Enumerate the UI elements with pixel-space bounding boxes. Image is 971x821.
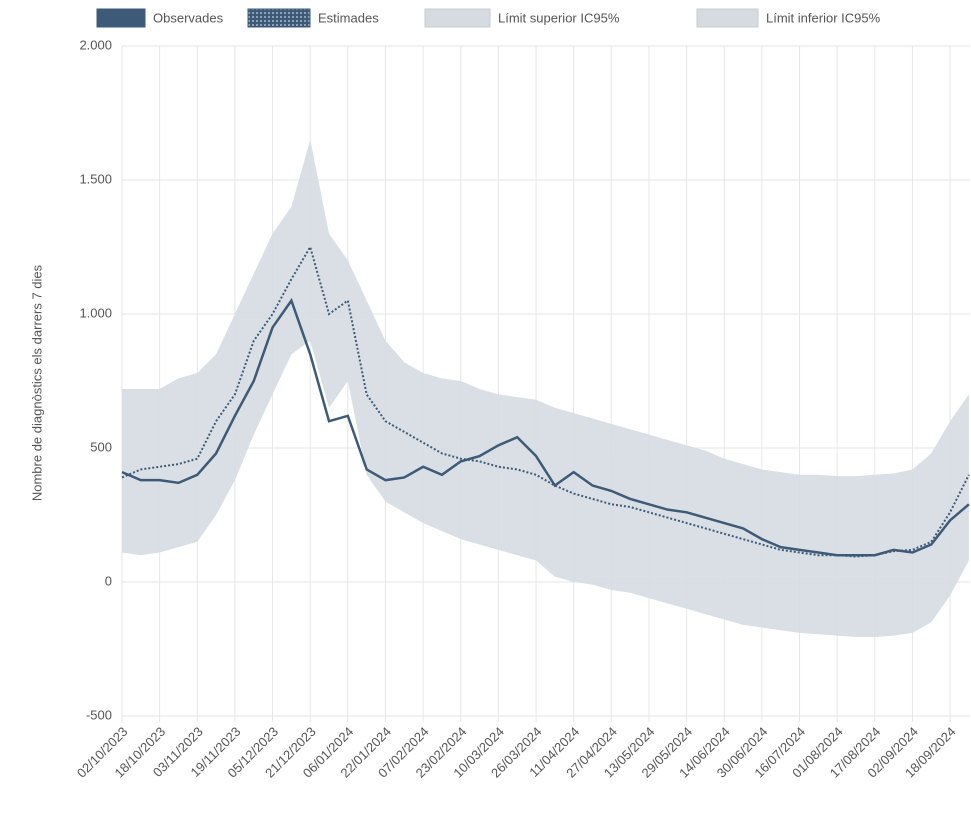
legend-label: Observades: [153, 10, 224, 25]
y-tick-label: -500: [86, 707, 112, 722]
y-tick-label: 1.000: [79, 305, 112, 320]
y-tick-label: 2.000: [79, 37, 112, 52]
legend-item: Observades: [96, 8, 224, 28]
legend-swatch: [696, 8, 759, 28]
legend-item: Límit inferior IC95%: [696, 8, 881, 28]
y-axis-label: Nombre de diagnòstics els darrers 7 dies: [29, 264, 44, 501]
series-line: [121, 297, 970, 557]
series-line: [121, 244, 970, 558]
legend-item: Límit superior IC95%: [424, 8, 620, 28]
legend-label: Límit superior IC95%: [498, 10, 620, 25]
legend-label: Límit inferior IC95%: [766, 10, 881, 25]
legend-swatch: [96, 8, 146, 28]
legend-swatch: [424, 8, 491, 28]
legend-swatch: [247, 8, 311, 28]
confidence-band: [122, 139, 969, 637]
legend-label: Estimades: [318, 10, 379, 25]
y-tick-label: 0: [105, 573, 112, 588]
legend-item: Estimades: [247, 8, 379, 28]
y-tick-label: 500: [90, 439, 112, 454]
y-tick-label: 1.500: [79, 171, 112, 186]
